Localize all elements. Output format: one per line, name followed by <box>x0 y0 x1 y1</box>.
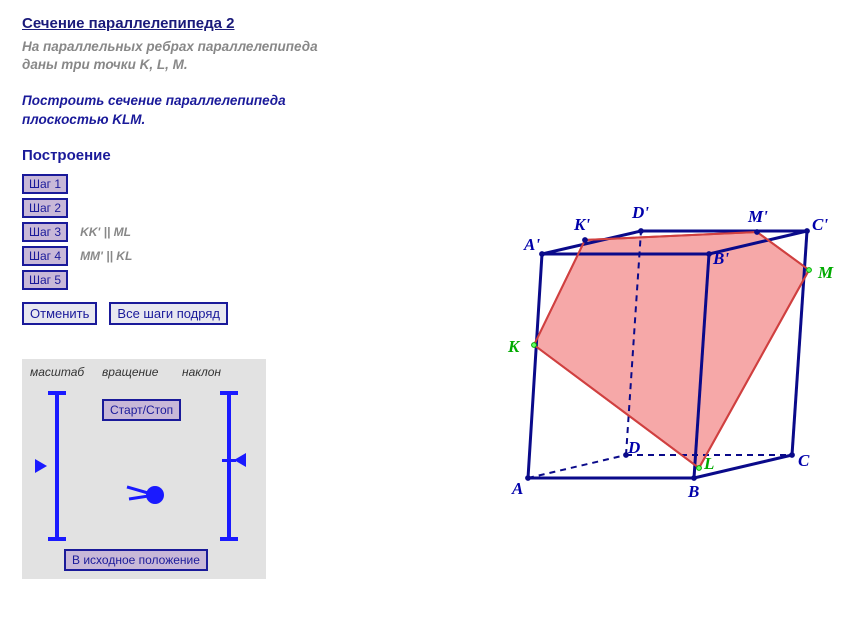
geometry-diagram: A B C D A' B' C' D' K K' L M M' <box>470 170 864 530</box>
steps-list: Шаг 1 Шаг 2 Шаг 3 KK' || ML Шаг 4 MM' ||… <box>22 174 422 290</box>
given-line-2: даны три точки K, L, M. <box>22 57 188 72</box>
problem-given: На параллельных ребрах параллелепипеда д… <box>22 38 422 74</box>
svg-text:L: L <box>703 454 714 473</box>
all-steps-button[interactable]: Все шаги подряд <box>109 302 228 325</box>
svg-text:C: C <box>798 451 810 470</box>
step-3-desc: KK' || ML <box>80 225 131 239</box>
svg-text:K': K' <box>573 215 590 234</box>
svg-text:B: B <box>687 482 699 501</box>
reset-button[interactable]: В исходное положение <box>64 549 208 571</box>
svg-text:B': B' <box>712 249 729 268</box>
page-title: Сечение параллелепипеда 2 <box>22 15 422 32</box>
rotation-label: вращение <box>102 365 158 379</box>
svg-text:D': D' <box>631 203 649 222</box>
task-line-1: Построить сечение параллелепипеда <box>22 93 286 108</box>
step-row: Шаг 4 MM' || KL <box>22 246 422 266</box>
svg-text:C': C' <box>812 215 828 234</box>
step-row: Шаг 2 <box>22 198 422 218</box>
svg-text:A': A' <box>523 235 540 254</box>
step-row: Шаг 1 <box>22 174 422 194</box>
problem-task: Построить сечение параллелепипеда плоско… <box>22 92 422 128</box>
step-4-button[interactable]: Шаг 4 <box>22 246 68 266</box>
given-line-1: На параллельных ребрах параллелепипеда <box>22 39 318 54</box>
cancel-button[interactable]: Отменить <box>22 302 97 325</box>
step-2-button[interactable]: Шаг 2 <box>22 198 68 218</box>
task-line-2: плоскостью KLM. <box>22 112 145 127</box>
slider-thumb-icon <box>234 453 248 467</box>
construction-header: Построение <box>22 147 422 164</box>
step-3-button[interactable]: Шаг 3 <box>22 222 68 242</box>
svg-text:M: M <box>817 263 834 282</box>
slider-thumb-icon <box>35 459 49 473</box>
step-5-button[interactable]: Шаг 5 <box>22 270 68 290</box>
svg-text:K: K <box>507 337 521 356</box>
start-stop-button[interactable]: Старт/Стоп <box>102 399 181 421</box>
scale-label: масштаб <box>30 365 84 379</box>
svg-text:M': M' <box>747 207 768 226</box>
step-row: Шаг 3 KK' || ML <box>22 222 422 242</box>
step-row: Шаг 5 <box>22 270 422 290</box>
action-row: Отменить Все шаги подряд <box>22 302 422 325</box>
svg-text:D: D <box>627 438 640 457</box>
step-4-desc: MM' || KL <box>80 249 132 263</box>
control-panel: масштаб вращение наклон Старт/Стоп <box>22 359 266 579</box>
svg-text:A: A <box>511 479 523 498</box>
step-1-button[interactable]: Шаг 1 <box>22 174 68 194</box>
tilt-label: наклон <box>182 365 221 379</box>
rotation-dial[interactable] <box>117 469 177 509</box>
